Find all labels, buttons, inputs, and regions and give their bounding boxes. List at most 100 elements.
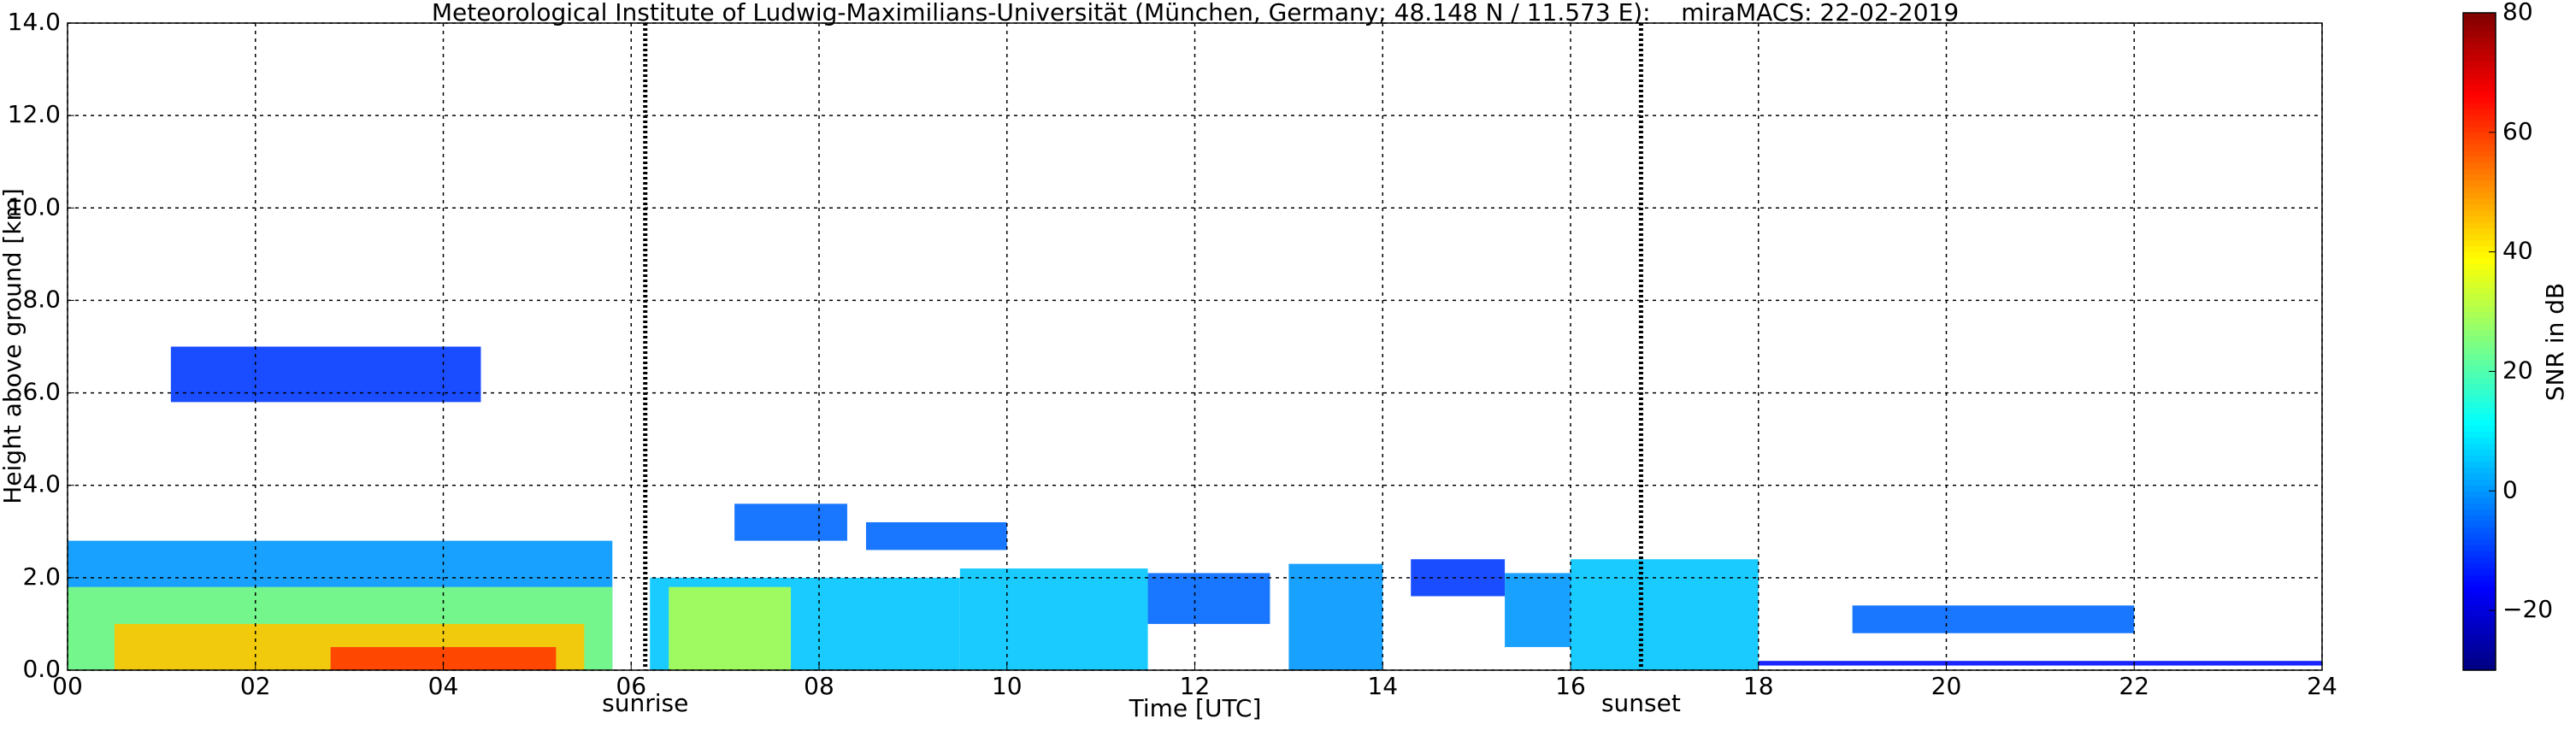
x-tick-label: 10 — [992, 672, 1023, 700]
echo-patch — [1411, 559, 1506, 597]
colorbar-band — [2463, 102, 2496, 109]
colorbar-band — [2463, 323, 2496, 331]
y-tick-label: 0.0 — [22, 655, 61, 683]
y-tick-label: 4.0 — [22, 470, 61, 498]
colorbar-band — [2463, 359, 2496, 367]
colorbar-band — [2463, 479, 2496, 486]
y-tick-label: 2.0 — [22, 562, 61, 591]
colorbar-band — [2463, 503, 2496, 509]
colorbar-band — [2463, 90, 2496, 97]
colorbar-band — [2463, 443, 2496, 450]
colorbar-band — [2463, 221, 2496, 229]
colorbar-band — [2463, 174, 2496, 181]
colorbar-band — [2463, 646, 2496, 653]
colorbar-frame — [2462, 12, 2496, 671]
colorbar-tick-label: 0 — [2502, 475, 2518, 503]
x-tick-label: 08 — [804, 672, 834, 700]
colorbar-band — [2463, 574, 2496, 581]
echo-patch — [1571, 559, 1759, 670]
colorbar-band — [2463, 539, 2496, 545]
echo-patch — [1852, 605, 2135, 633]
colorbar-band — [2463, 42, 2496, 50]
colorbar-band — [2463, 197, 2496, 205]
colorbar-band — [2463, 341, 2496, 349]
colorbar-band — [2463, 215, 2496, 223]
colorbar-band — [2463, 54, 2496, 62]
echo-patch — [734, 503, 847, 541]
colorbar-band — [2463, 640, 2496, 647]
colorbar-band — [2463, 13, 2496, 20]
colorbar-band — [2463, 24, 2496, 32]
colorbar-tick-label: 80 — [2502, 0, 2533, 26]
colorbar-band — [2463, 664, 2496, 671]
colorbar-band — [2463, 491, 2496, 497]
colorbar-band — [2463, 395, 2496, 403]
colorbar-band — [2463, 497, 2496, 503]
colorbar-band — [2463, 132, 2496, 139]
colorbar-band — [2463, 485, 2496, 492]
x-tick-label: 24 — [2307, 672, 2337, 700]
colorbar-band — [2463, 299, 2496, 307]
colorbar-band — [2463, 347, 2496, 355]
colorbar-band — [2463, 78, 2496, 85]
colorbar-band — [2463, 138, 2496, 145]
colorbar-band — [2463, 281, 2496, 289]
colorbar-band — [2463, 108, 2496, 115]
colorbar-band — [2463, 598, 2496, 605]
colorbar-band — [2463, 72, 2496, 79]
colorbar-band — [2463, 533, 2496, 539]
colorbar-band — [2463, 120, 2496, 127]
colorbar-band — [2463, 473, 2496, 480]
colorbar-tick-label: 60 — [2502, 117, 2533, 145]
chart-title: Meteorological Institute of Ludwig-Maxim… — [432, 0, 1959, 26]
colorbar-band — [2463, 191, 2496, 199]
colorbar-tick-label: 40 — [2502, 237, 2533, 265]
echo-patch — [1505, 573, 1571, 647]
colorbar-band — [2463, 48, 2496, 56]
echo-patch — [1758, 661, 2322, 666]
colorbar-band — [2463, 580, 2496, 587]
colorbar-band — [2463, 180, 2496, 187]
colorbar-band — [2463, 114, 2496, 121]
colorbar-band — [2463, 185, 2496, 193]
colorbar-band — [2463, 162, 2496, 169]
colorbar-band — [2463, 168, 2496, 175]
colorbar-band — [2463, 353, 2496, 361]
colorbar-band — [2463, 515, 2496, 521]
x-tick-label: 12 — [1180, 672, 1211, 700]
colorbar-band — [2463, 592, 2496, 599]
colorbar-band — [2463, 66, 2496, 74]
colorbar-band — [2463, 275, 2496, 283]
echo-patch — [959, 568, 1148, 670]
colorbar-band — [2463, 239, 2496, 247]
colorbar-band — [2463, 233, 2496, 241]
colorbar-label: SNR in dB — [2541, 283, 2569, 401]
x-tick-label: 22 — [2119, 672, 2149, 700]
colorbar-band — [2463, 305, 2496, 313]
colorbar-band — [2463, 455, 2496, 462]
colorbar-band — [2463, 509, 2496, 515]
colorbar-band — [2463, 616, 2496, 623]
colorbar-tick-label: 20 — [2502, 356, 2533, 384]
colorbar-band — [2463, 60, 2496, 68]
colorbar-band — [2463, 383, 2496, 391]
echo-patch — [865, 521, 1007, 550]
echo-patch — [170, 346, 481, 403]
colorbar-band — [2463, 227, 2496, 235]
colorbar-band — [2463, 18, 2496, 26]
event-label: sunset — [1601, 689, 1681, 717]
y-tick-label: 6.0 — [22, 378, 61, 406]
colorbar-band — [2463, 245, 2496, 253]
colorbar-band — [2463, 467, 2496, 474]
colorbar-band — [2463, 389, 2496, 397]
event-label: sunrise — [602, 689, 688, 717]
y-axis-label: Height above ground [km] — [0, 188, 27, 504]
colorbar-band — [2463, 658, 2496, 665]
colorbar-band — [2463, 419, 2496, 426]
colorbar-band — [2463, 365, 2496, 373]
colorbar-band — [2463, 634, 2496, 641]
colorbar-band — [2463, 407, 2496, 414]
colorbar-band — [2463, 377, 2496, 385]
colorbar-band — [2463, 293, 2496, 301]
colorbar-band — [2463, 431, 2496, 438]
